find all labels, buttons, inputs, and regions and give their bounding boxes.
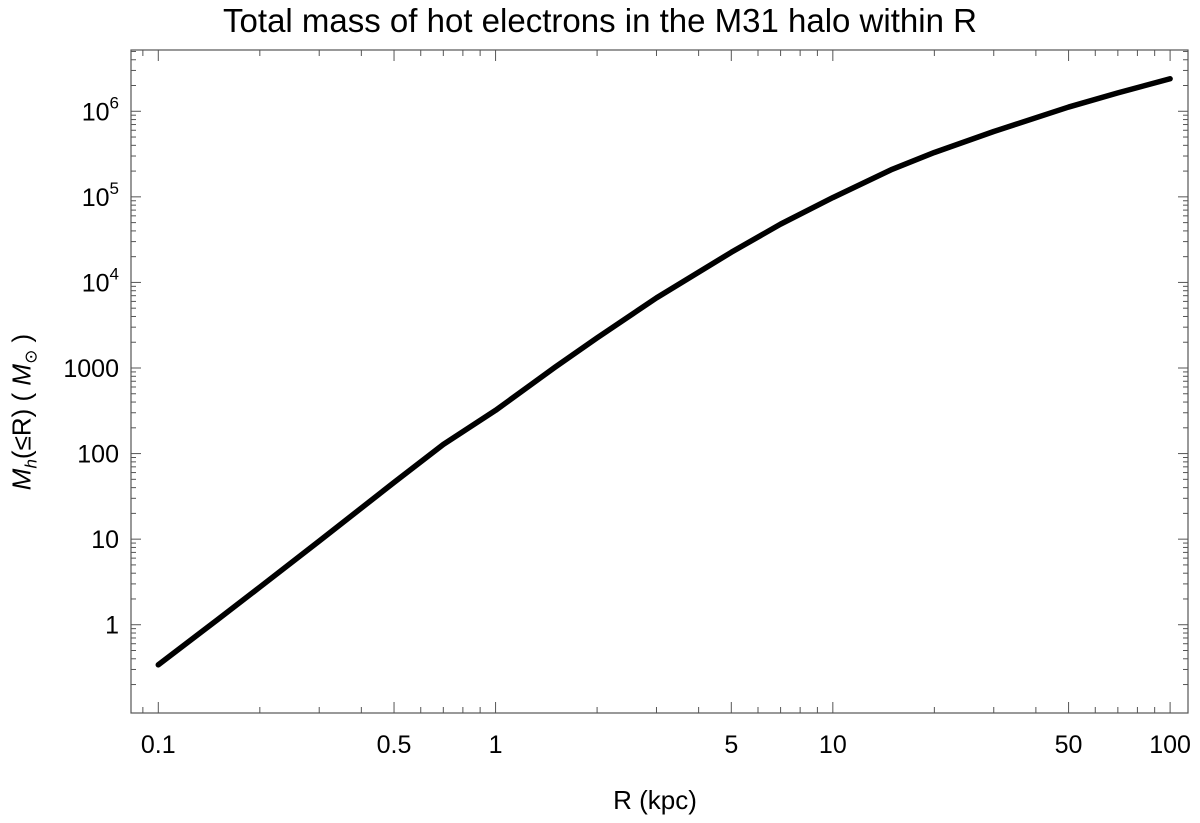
x-axis-label: R (kpc): [613, 785, 697, 815]
tick-labels: 0.1 0.5 1 5 10 50 100 1 10 100 1000 104 105 106: [63, 93, 1191, 759]
y-tick-label: 104: [82, 264, 119, 297]
x-tick-label: 1: [489, 731, 503, 759]
x-tick-label: 0.1: [141, 731, 176, 759]
y-tick-label: 105: [82, 179, 119, 212]
x-tick-label: 0.5: [377, 731, 412, 759]
y-tick-label: 1: [105, 612, 119, 640]
y-tick-label: 10: [91, 526, 119, 554]
chart-title: Total mass of hot electrons in the M31 h…: [223, 2, 977, 39]
x-tick-label: 10: [819, 731, 847, 759]
y-tick-label: 106: [82, 93, 119, 126]
x-tick-label: 50: [1055, 731, 1083, 759]
series-line: [155, 75, 1173, 668]
plot-frame: [130, 49, 1189, 714]
x-tick-label: 100: [1149, 731, 1191, 759]
major-ticks: [131, 50, 1188, 713]
y-tick-label: 1000: [63, 355, 119, 383]
y-tick-label: 100: [77, 441, 119, 469]
x-tick-label: 5: [724, 731, 738, 759]
minor-ticks: [131, 50, 1188, 713]
